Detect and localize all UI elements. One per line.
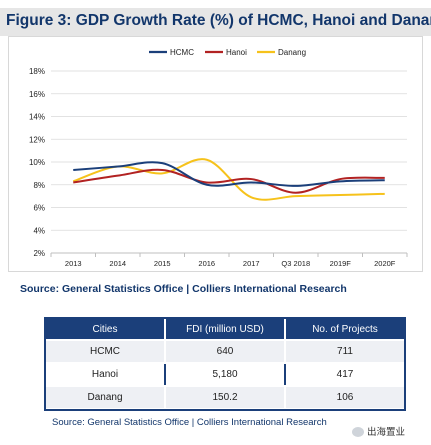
x-tick-label: 2020F <box>374 259 396 268</box>
cell-fdi: 5,180 <box>164 362 286 387</box>
series-line-hanoi <box>73 168 385 194</box>
wechat-icon <box>352 427 364 438</box>
y-tick-label: 2% <box>33 249 45 258</box>
gdp-line-chart: 2% 4% 6% 8% 10% 12% 14% 16% 18% 2013 2014 2015 2016 2… <box>29 48 408 268</box>
y-tick-label: 8% <box>33 181 45 190</box>
cell-projects: 711 <box>284 339 406 364</box>
cell-projects: 106 <box>284 385 406 410</box>
watermark-right: 出海置业 <box>352 424 405 438</box>
y-tick-label: 16% <box>29 90 45 99</box>
y-tick-label: 6% <box>33 204 45 213</box>
header-fdi: FDI (million USD) <box>164 317 286 341</box>
y-tick-label: 10% <box>29 158 45 167</box>
cell-city: Danang <box>44 385 166 410</box>
table-row: Hanoi 5,180 417 <box>44 362 406 387</box>
cell-fdi: 150.2 <box>164 385 286 410</box>
x-tick-label: 2016 <box>198 259 215 268</box>
table-header-row: Cities FDI (million USD) No. of Projects <box>44 317 406 341</box>
cell-city: Hanoi <box>44 362 166 387</box>
x-tick-label: 2017 <box>243 259 260 268</box>
x-tick-label: 2014 <box>109 259 126 268</box>
figure-title: Figure 3: GDP Growth Rate (%) of HCMC, H… <box>6 12 431 29</box>
y-tick-label: 18% <box>29 67 45 76</box>
legend-label: Danang <box>278 48 306 57</box>
y-tick-label: 4% <box>33 226 45 235</box>
x-tick-label: 2015 <box>154 259 171 268</box>
x-tick-label: 2019F <box>330 259 352 268</box>
table-row: Danang 150.2 106 <box>44 385 406 410</box>
cell-projects: 417 <box>284 362 406 387</box>
table-row: HCMC 640 711 <box>44 339 406 364</box>
fdi-table: Cities FDI (million USD) No. of Projects… <box>44 317 406 410</box>
cell-fdi: 640 <box>164 339 286 364</box>
legend-label: HCMC <box>170 48 194 57</box>
x-tick-label: 2013 <box>65 259 82 268</box>
chart-source: Source: General Statistics Office | Coll… <box>20 283 347 295</box>
legend-label: Hanoi <box>226 48 247 57</box>
header-cities: Cities <box>44 317 166 341</box>
watermark-text: 出海置业 <box>367 427 406 438</box>
header-projects: No. of Projects <box>284 317 406 341</box>
x-tick-label: Q3 2018 <box>281 259 310 268</box>
cell-city: HCMC <box>44 339 166 364</box>
figure-title-bar: Figure 3: GDP Growth Rate (%) of HCMC, H… <box>0 8 431 36</box>
series-line-hcmc <box>73 161 385 187</box>
y-tick-label: 14% <box>29 113 45 122</box>
table-source: Source: General Statistics Office | Coll… <box>52 417 327 428</box>
y-tick-label: 12% <box>29 135 45 144</box>
chart-frame: 2% 4% 6% 8% 10% 12% 14% 16% 18% 2013 2014 2015 2016 2… <box>8 36 423 272</box>
